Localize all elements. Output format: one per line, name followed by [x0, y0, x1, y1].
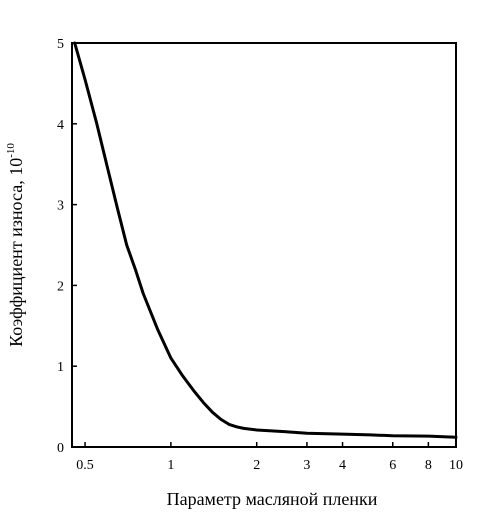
x-tick-label: 1 [167, 458, 174, 473]
y-axis-ticks: 0 1 2 3 4 5 [57, 37, 77, 456]
y-axis-title-exponent: -10 [5, 143, 17, 158]
y-axis-title: Коэффициент износа, 10-10 [5, 143, 26, 347]
plot-frame [71, 42, 457, 448]
y-tick-label: 1 [57, 360, 64, 375]
x-tick-label: 2 [253, 458, 260, 473]
x-tick-label: 6 [389, 458, 396, 473]
x-tick-label: 4 [339, 458, 346, 473]
y-tick-label: 0 [57, 441, 64, 456]
y-tick-label: 3 [57, 199, 64, 214]
y-tick-label: 2 [57, 279, 64, 294]
x-tick-label: 8 [425, 458, 432, 473]
x-axis-title: Параметр масляной пленки [167, 489, 378, 509]
x-tick-label: 0.5 [76, 458, 94, 473]
series-layer [73, 41, 458, 439]
x-tick-label: 3 [303, 458, 310, 473]
y-axis-title-text: Коэффициент износа, 10 [6, 158, 26, 347]
x-tick-label: 10 [449, 458, 463, 473]
y-tick-label: 4 [57, 118, 64, 133]
y-tick-label: 5 [57, 37, 64, 52]
series-line [73, 41, 458, 439]
